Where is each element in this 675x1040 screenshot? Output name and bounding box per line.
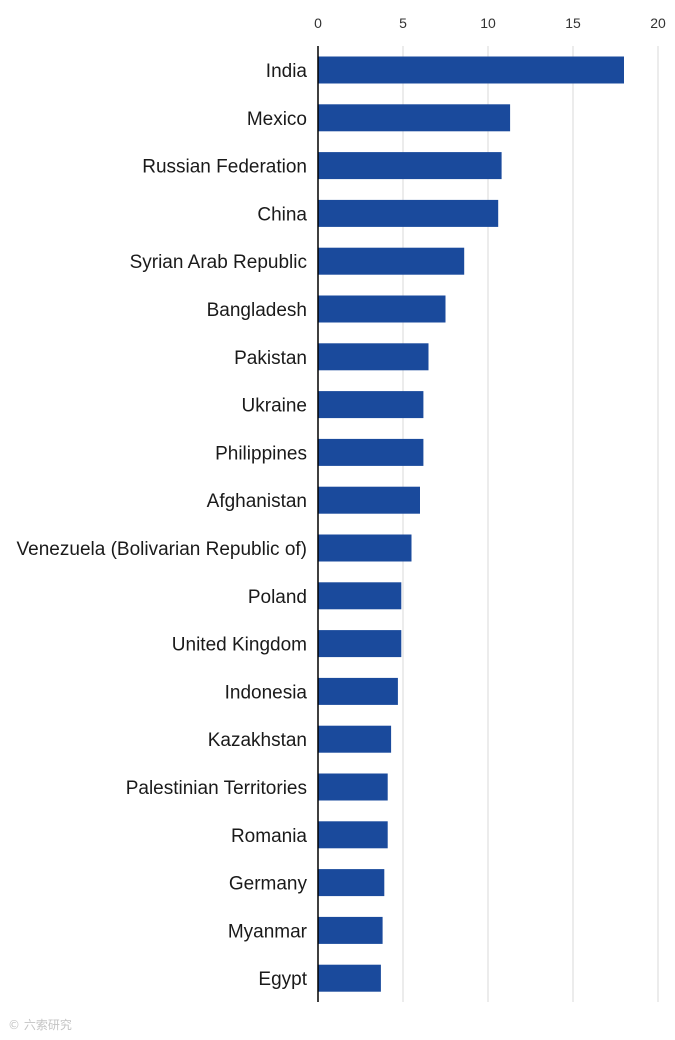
bar-mexico xyxy=(318,104,511,132)
bar-egypt xyxy=(318,964,381,992)
x-tick-label: 10 xyxy=(480,15,496,31)
bar-myanmar xyxy=(318,916,383,944)
category-label: Poland xyxy=(248,587,307,608)
category-label: United Kingdom xyxy=(172,635,307,656)
bar-russian-federation xyxy=(318,152,502,180)
bars xyxy=(318,56,624,992)
bar-china xyxy=(318,199,499,227)
bar-united-kingdom xyxy=(318,630,402,658)
category-label: Indonesia xyxy=(225,682,308,703)
bar-india xyxy=(318,56,624,84)
category-label: Kazakhstan xyxy=(208,730,307,751)
bar-indonesia xyxy=(318,677,398,705)
bar-romania xyxy=(318,821,388,849)
bar-pakistan xyxy=(318,343,429,371)
x-tick-label: 15 xyxy=(565,15,581,31)
category-label: Pakistan xyxy=(234,348,307,369)
category-label: Romania xyxy=(231,826,307,847)
bar-syrian-arab-republic xyxy=(318,247,465,275)
category-label: India xyxy=(266,61,308,82)
x-tick-label: 20 xyxy=(650,15,666,31)
x-tick-label: 0 xyxy=(314,15,322,31)
x-axis-ticks: 0 5 10 15 20 xyxy=(314,15,666,31)
gridlines xyxy=(402,46,659,1002)
category-label: China xyxy=(257,204,307,225)
bar-poland xyxy=(318,582,402,610)
bar-kazakhstan xyxy=(318,725,392,753)
bar-ukraine xyxy=(318,391,424,419)
x-tick-label: 5 xyxy=(399,15,407,31)
category-label: Ukraine xyxy=(242,396,307,417)
bar-bangladesh xyxy=(318,295,446,323)
category-label: Palestinian Territories xyxy=(126,778,307,799)
bar-palestinian-territories xyxy=(318,773,388,801)
category-label: Myanmar xyxy=(228,921,308,942)
bar-philippines xyxy=(318,438,424,466)
bar-afghanistan xyxy=(318,486,420,514)
category-label: Germany xyxy=(229,874,308,895)
category-label: Syrian Arab Republic xyxy=(130,252,307,273)
category-labels: India Mexico Russian Federation China Syrian… xyxy=(17,61,308,990)
watermark: © 六索研究 xyxy=(8,1018,72,1032)
bar-venezuela-bolivarian-republic-of xyxy=(318,534,412,562)
category-label: Mexico xyxy=(247,109,307,130)
category-label: Russian Federation xyxy=(142,157,307,178)
category-label: Egypt xyxy=(258,969,307,990)
bar-germany xyxy=(318,869,385,897)
category-label: Afghanistan xyxy=(207,491,307,512)
category-label: Bangladesh xyxy=(207,300,307,321)
category-label: Philippines xyxy=(215,443,307,464)
category-label: Venezuela (Bolivarian Republic of) xyxy=(17,539,307,560)
